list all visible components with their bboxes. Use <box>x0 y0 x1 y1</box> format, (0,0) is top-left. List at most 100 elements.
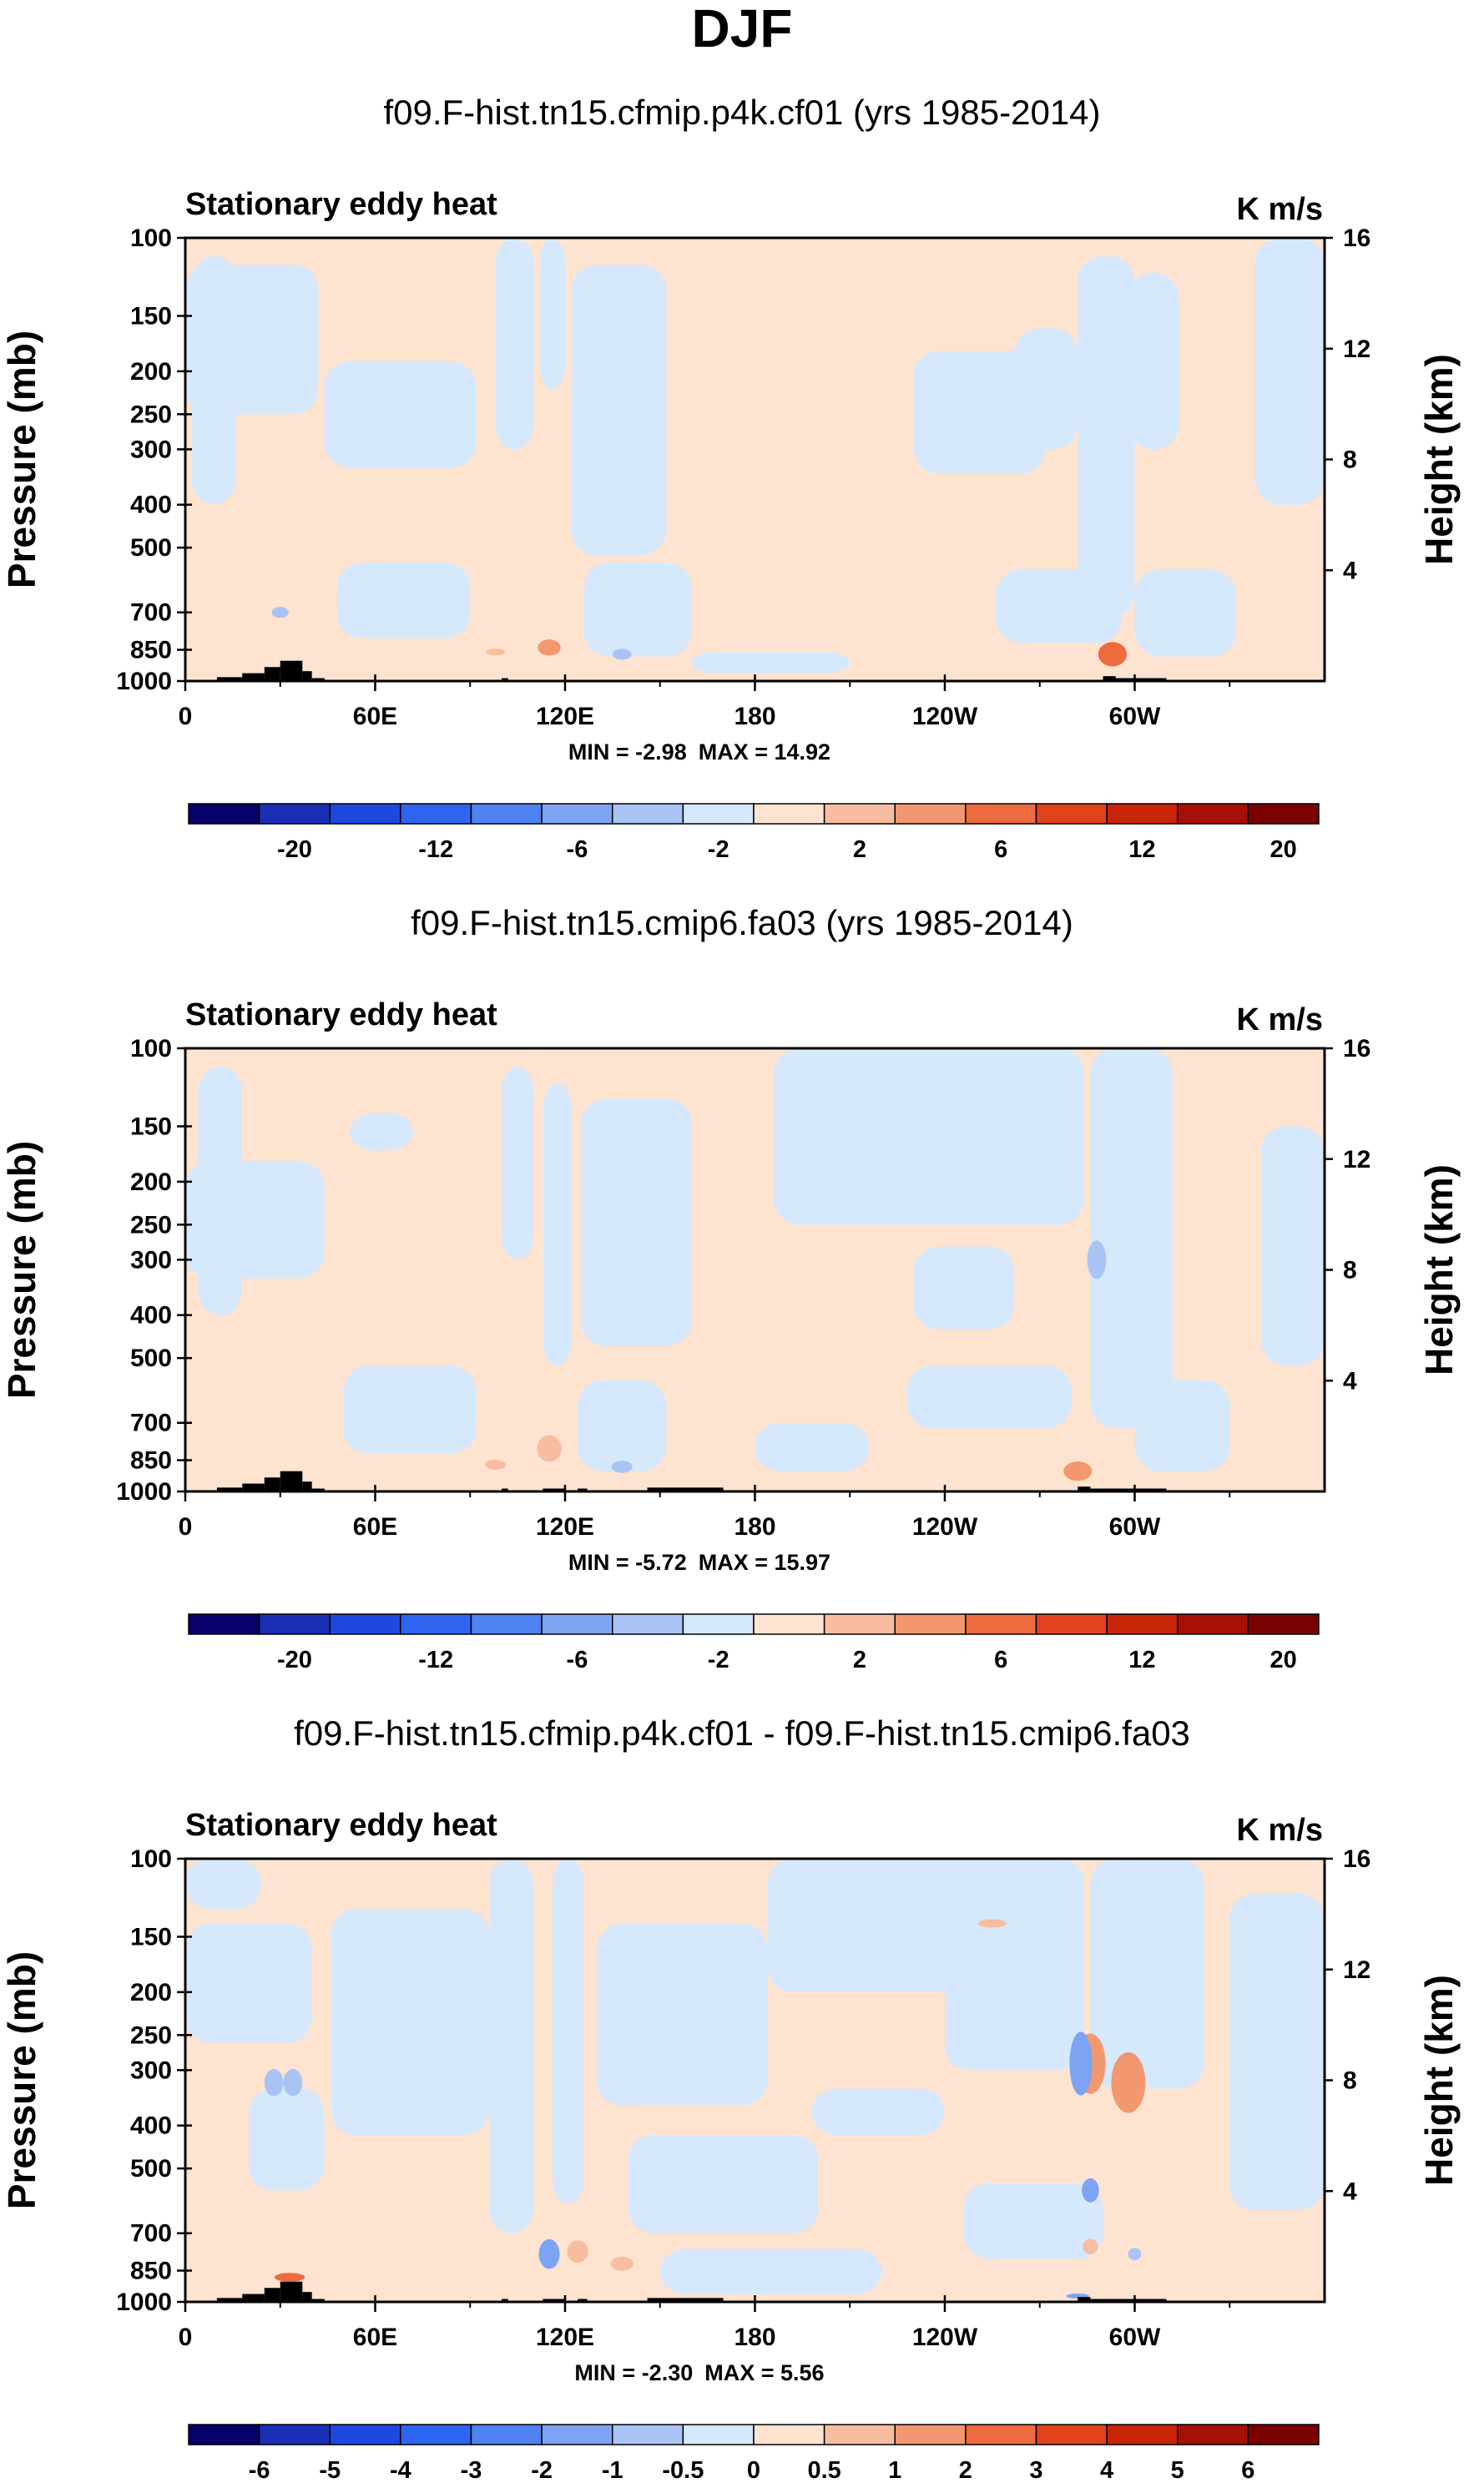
y-tick-label: 700 <box>130 2220 172 2248</box>
colorbar-box <box>612 803 684 825</box>
negative-region <box>331 1909 489 2135</box>
y-tick-label: 100 <box>130 225 172 252</box>
negative-region <box>913 1246 1015 1330</box>
x-tick-label: 0 <box>179 2324 193 2351</box>
y-tick-label: 150 <box>130 1924 172 1951</box>
topography-block <box>1103 676 1116 681</box>
topography-block <box>302 2292 312 2302</box>
topography-block <box>242 1483 265 1491</box>
negative-region <box>1254 238 1325 505</box>
negative-region <box>774 1048 1084 1225</box>
y2-tick-label: 4 <box>1343 2178 1357 2205</box>
y-tick-label: 700 <box>130 1410 172 1437</box>
colorbar-box <box>965 1613 1037 1635</box>
colorbar-label: -3 <box>461 2457 482 2483</box>
topography-block <box>311 678 325 681</box>
colorbar-label: 6 <box>994 836 1007 863</box>
colorbar-label: 1 <box>888 2457 901 2483</box>
colorbar-label: -6 <box>567 1647 588 1673</box>
negative-region <box>185 1161 325 1279</box>
y2-tick-label: 12 <box>1343 336 1370 363</box>
x-tick-label: 60E <box>353 2324 397 2351</box>
y-tick-label: 300 <box>130 2057 172 2084</box>
x-tick-label: 120E <box>536 1513 594 1541</box>
topography-block <box>543 2299 565 2302</box>
y-tick-label: 700 <box>130 599 172 627</box>
colorbar-box <box>258 2424 331 2445</box>
y-axis-label: Pressure (mb) <box>0 331 43 588</box>
negative-region <box>571 265 667 556</box>
colorbar-box <box>823 803 896 825</box>
colorbar-box <box>188 803 260 825</box>
y-tick-label: 250 <box>130 1211 172 1239</box>
y2-tick-label: 12 <box>1343 1956 1370 1984</box>
colorbar-box <box>188 1613 260 1635</box>
colorbar-label: -1 <box>602 2457 623 2483</box>
colorbar-box <box>1177 2424 1249 2445</box>
panel-title: f09.F-hist.tn15.cmip6.fa03 (yrs 1985-201… <box>411 903 1073 942</box>
colorbar-label: 6 <box>1241 2457 1254 2483</box>
y-tick-label: 100 <box>130 1035 172 1062</box>
topography-block <box>647 2298 724 2302</box>
y-tick-label: 100 <box>130 1845 172 1873</box>
colorbar-label: -2 <box>708 836 729 863</box>
chart-panel: f09.F-hist.tn15.cfmip.p4k.cf01 (yrs 1985… <box>0 93 1461 863</box>
topography-block <box>1078 1486 1091 1491</box>
negative-region <box>596 1923 768 2106</box>
x-tick-label: 120W <box>912 1513 978 1541</box>
negative-anomaly <box>612 649 632 660</box>
y-tick-label: 250 <box>130 401 172 428</box>
colorbar-label: 6 <box>994 1647 1007 1673</box>
y2-tick-label: 8 <box>1343 2067 1357 2095</box>
positive-anomaly <box>1083 2238 1098 2254</box>
topography-block <box>280 660 303 681</box>
colorbar-box <box>258 1613 331 1635</box>
negative-region <box>659 2248 882 2294</box>
topography-block <box>578 1488 588 1491</box>
y-axis-label: Pressure (mb) <box>0 1141 43 1399</box>
negative-region <box>995 569 1123 643</box>
colorbar-label: 12 <box>1128 836 1155 863</box>
negative-region <box>628 2134 819 2233</box>
topography-block <box>216 677 243 681</box>
y-tick-label: 850 <box>130 1447 172 1475</box>
y2-axis-label: Height (km) <box>1417 1975 1461 2186</box>
negative-region <box>1128 273 1179 450</box>
y2-axis-label: Height (km) <box>1417 1164 1461 1375</box>
colorbar-box <box>1247 2424 1320 2445</box>
positive-anomaly <box>1098 642 1128 667</box>
colorbar-box <box>1247 803 1320 825</box>
colorbar-label: -0.5 <box>662 2457 704 2483</box>
negative-region <box>811 2088 945 2135</box>
positive-anomaly <box>1111 2052 1146 2113</box>
colorbar-label: -4 <box>390 2457 411 2483</box>
colorbar-box <box>1177 1613 1249 1635</box>
colorbar-box <box>1035 803 1108 825</box>
min-value: -2.30 <box>642 2360 694 2385</box>
colorbar-box <box>329 803 401 825</box>
colorbar-box <box>965 2424 1037 2445</box>
positive-anomaly <box>977 1919 1007 1928</box>
y-tick-label: 850 <box>130 2258 172 2285</box>
negative-region <box>1134 1380 1230 1471</box>
y-tick-label: 1000 <box>116 1478 172 1506</box>
negative-region <box>580 1098 692 1346</box>
topography-block <box>502 678 508 681</box>
colorbar-box <box>1177 803 1249 825</box>
chart-panel: f09.F-hist.tn15.cfmip.p4k.cf01 - f09.F-h… <box>0 1713 1461 2483</box>
topography-block <box>1090 1488 1167 1491</box>
x-tick-label: 180 <box>734 2324 775 2351</box>
min-max-text: MIN = -5.72 MAX = 15.97 <box>568 1550 830 1575</box>
y-tick-label: 150 <box>130 303 172 331</box>
positive-anomaly <box>567 2240 588 2263</box>
colorbar-label: -20 <box>277 836 312 863</box>
y-tick-label: 400 <box>130 2112 172 2140</box>
y-tick-label: 500 <box>130 534 172 562</box>
figure-super-title: DJF <box>692 0 793 58</box>
x-tick-label: 120W <box>912 703 978 730</box>
negative-anomaly <box>1082 2178 1099 2203</box>
y2-tick-label: 16 <box>1343 1845 1370 1873</box>
chart-panel: f09.F-hist.tn15.cmip6.fa03 (yrs 1985-201… <box>0 903 1461 1673</box>
negative-anomaly <box>611 1461 633 1473</box>
colorbar-box <box>400 803 472 825</box>
